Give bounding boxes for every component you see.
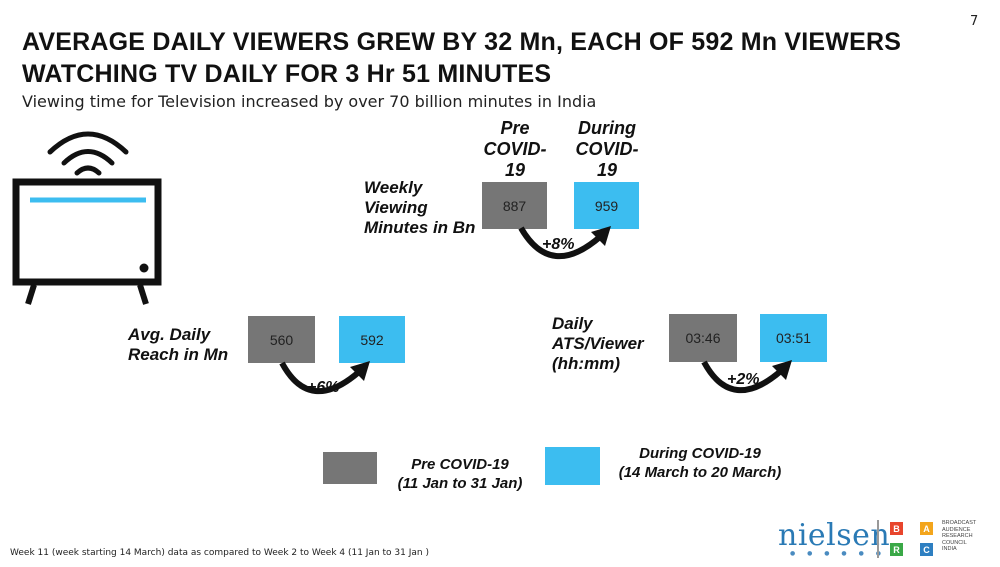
curved-arrow-icon (518, 226, 611, 260)
wifi-signal-icon (47, 131, 129, 176)
ats-during-value: 03:51 (760, 314, 827, 362)
weekly-during-value: 959 (574, 182, 639, 229)
header-pre-line-2: COVID- (483, 139, 547, 159)
ats-pre-value: 03:46 (669, 314, 737, 362)
ats-label-line-3: (hh:mm) (552, 354, 620, 373)
barc-letter-b: B (890, 522, 903, 535)
barc-letter-c: C (920, 543, 933, 556)
reach-during-value: 592 (339, 316, 405, 363)
header-during-line-1: During (578, 118, 636, 138)
reach-change: +6% (307, 379, 340, 396)
legend-pre-line-1: Pre COVID-19 (411, 456, 509, 473)
barc-logo-text: BROADCAST AUDIENCE RESEARCH COUNCIL INDI… (942, 520, 986, 553)
weekly-label-line-1: Weekly (364, 178, 423, 197)
nielsen-logo-dots: ● ● ● ● ● ● ● (790, 550, 904, 557)
weekly-viewing-label: Weekly Viewing Minutes in Bn (364, 178, 475, 238)
page-number: 7 (970, 14, 979, 29)
barc-letter-a: A (920, 522, 933, 535)
header-during-line-3: 19 (596, 160, 618, 180)
weekly-label-line-2: Viewing (364, 198, 428, 217)
tv-icon (12, 131, 162, 305)
barc-text-line-4: COUNCIL (942, 539, 967, 546)
subtitle: Viewing time for Television increased by… (22, 92, 597, 111)
legend-pre-label: Pre COVID-19 (11 Jan to 31 Jan) (385, 455, 535, 493)
ats-label: Daily ATS/Viewer (hh:mm) (552, 314, 644, 374)
nielsen-logo: nielsen (778, 518, 891, 553)
footnote: Week 11 (week starting 14 March) data as… (10, 548, 429, 558)
header-during-covid: During COVID- 19 (565, 118, 649, 181)
ats-change: +2% (727, 371, 760, 388)
ats-label-line-1: Daily (552, 314, 593, 333)
legend-during-label: During COVID-19 (14 March to 20 March) (600, 444, 800, 482)
weekly-pre-value: 887 (482, 182, 547, 229)
page-title: AVERAGE DAILY VIEWERS GREW BY 32 Mn, EAC… (22, 26, 901, 90)
logo-divider (877, 520, 879, 558)
legend-pre-line-2: (11 Jan to 31 Jan) (397, 475, 523, 492)
barc-text-line-1: BROADCAST (942, 520, 977, 526)
legend-during-line-2: (14 March to 20 March) (618, 464, 782, 481)
legend-during-line-1: During COVID-19 (639, 445, 761, 462)
title-line-1: AVERAGE DAILY VIEWERS GREW BY 32 Mn, EAC… (22, 28, 902, 56)
barc-logo: B A R C (888, 520, 938, 558)
weekly-label-line-3: Minutes in Bn (364, 218, 476, 237)
reach-pre-value: 560 (248, 316, 315, 363)
barc-letter-r: R (890, 543, 903, 556)
title-line-2: WATCHING TV DAILY FOR 3 Hr 51 MINUTES (22, 60, 552, 88)
ats-label-line-2: ATS/Viewer (552, 334, 644, 353)
weekly-change: +8% (542, 236, 575, 253)
curved-arrow-icon (279, 361, 370, 395)
header-pre-line-1: Pre (500, 118, 530, 138)
header-during-line-2: COVID- (575, 139, 639, 159)
legend-during-swatch (545, 447, 600, 485)
barc-text-line-3: RESEARCH (942, 533, 973, 539)
barc-text-line-2: AUDIENCE (942, 526, 971, 533)
header-pre-covid: Pre COVID- 19 (475, 118, 555, 181)
curved-arrow-icon (701, 360, 792, 394)
barc-text-line-5: INDIA (942, 546, 957, 552)
legend-pre-swatch (323, 452, 377, 484)
reach-label-line-2: Reach in Mn (128, 345, 229, 364)
reach-label: Avg. Daily Reach in Mn (128, 325, 228, 365)
header-pre-line-3: 19 (504, 160, 526, 180)
reach-label-line-1: Avg. Daily (128, 325, 211, 344)
